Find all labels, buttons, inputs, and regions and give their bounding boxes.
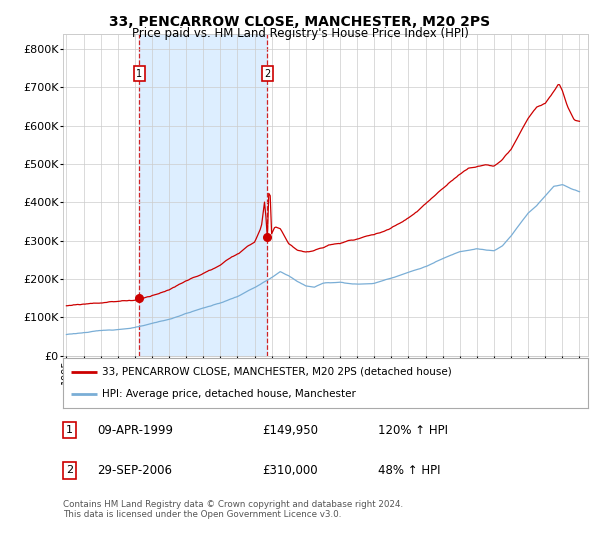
Text: 120% ↑ HPI: 120% ↑ HPI — [378, 423, 448, 437]
Text: 33, PENCARROW CLOSE, MANCHESTER, M20 2PS: 33, PENCARROW CLOSE, MANCHESTER, M20 2PS — [109, 15, 491, 29]
Text: Contains HM Land Registry data © Crown copyright and database right 2024.
This d: Contains HM Land Registry data © Crown c… — [63, 500, 403, 519]
Text: 1: 1 — [66, 425, 73, 435]
Text: 33, PENCARROW CLOSE, MANCHESTER, M20 2PS (detached house): 33, PENCARROW CLOSE, MANCHESTER, M20 2PS… — [103, 367, 452, 377]
Text: £310,000: £310,000 — [263, 464, 318, 477]
Bar — [139, 34, 268, 356]
Text: HPI: Average price, detached house, Manchester: HPI: Average price, detached house, Manc… — [103, 389, 356, 399]
Text: 48% ↑ HPI: 48% ↑ HPI — [378, 464, 440, 477]
Text: 2: 2 — [264, 69, 271, 79]
Text: £149,950: £149,950 — [263, 423, 319, 437]
Text: 2: 2 — [66, 465, 73, 475]
Text: Price paid vs. HM Land Registry's House Price Index (HPI): Price paid vs. HM Land Registry's House … — [131, 27, 469, 40]
Text: 29-SEP-2006: 29-SEP-2006 — [97, 464, 172, 477]
Text: 1: 1 — [136, 69, 143, 79]
Text: 09-APR-1999: 09-APR-1999 — [97, 423, 173, 437]
